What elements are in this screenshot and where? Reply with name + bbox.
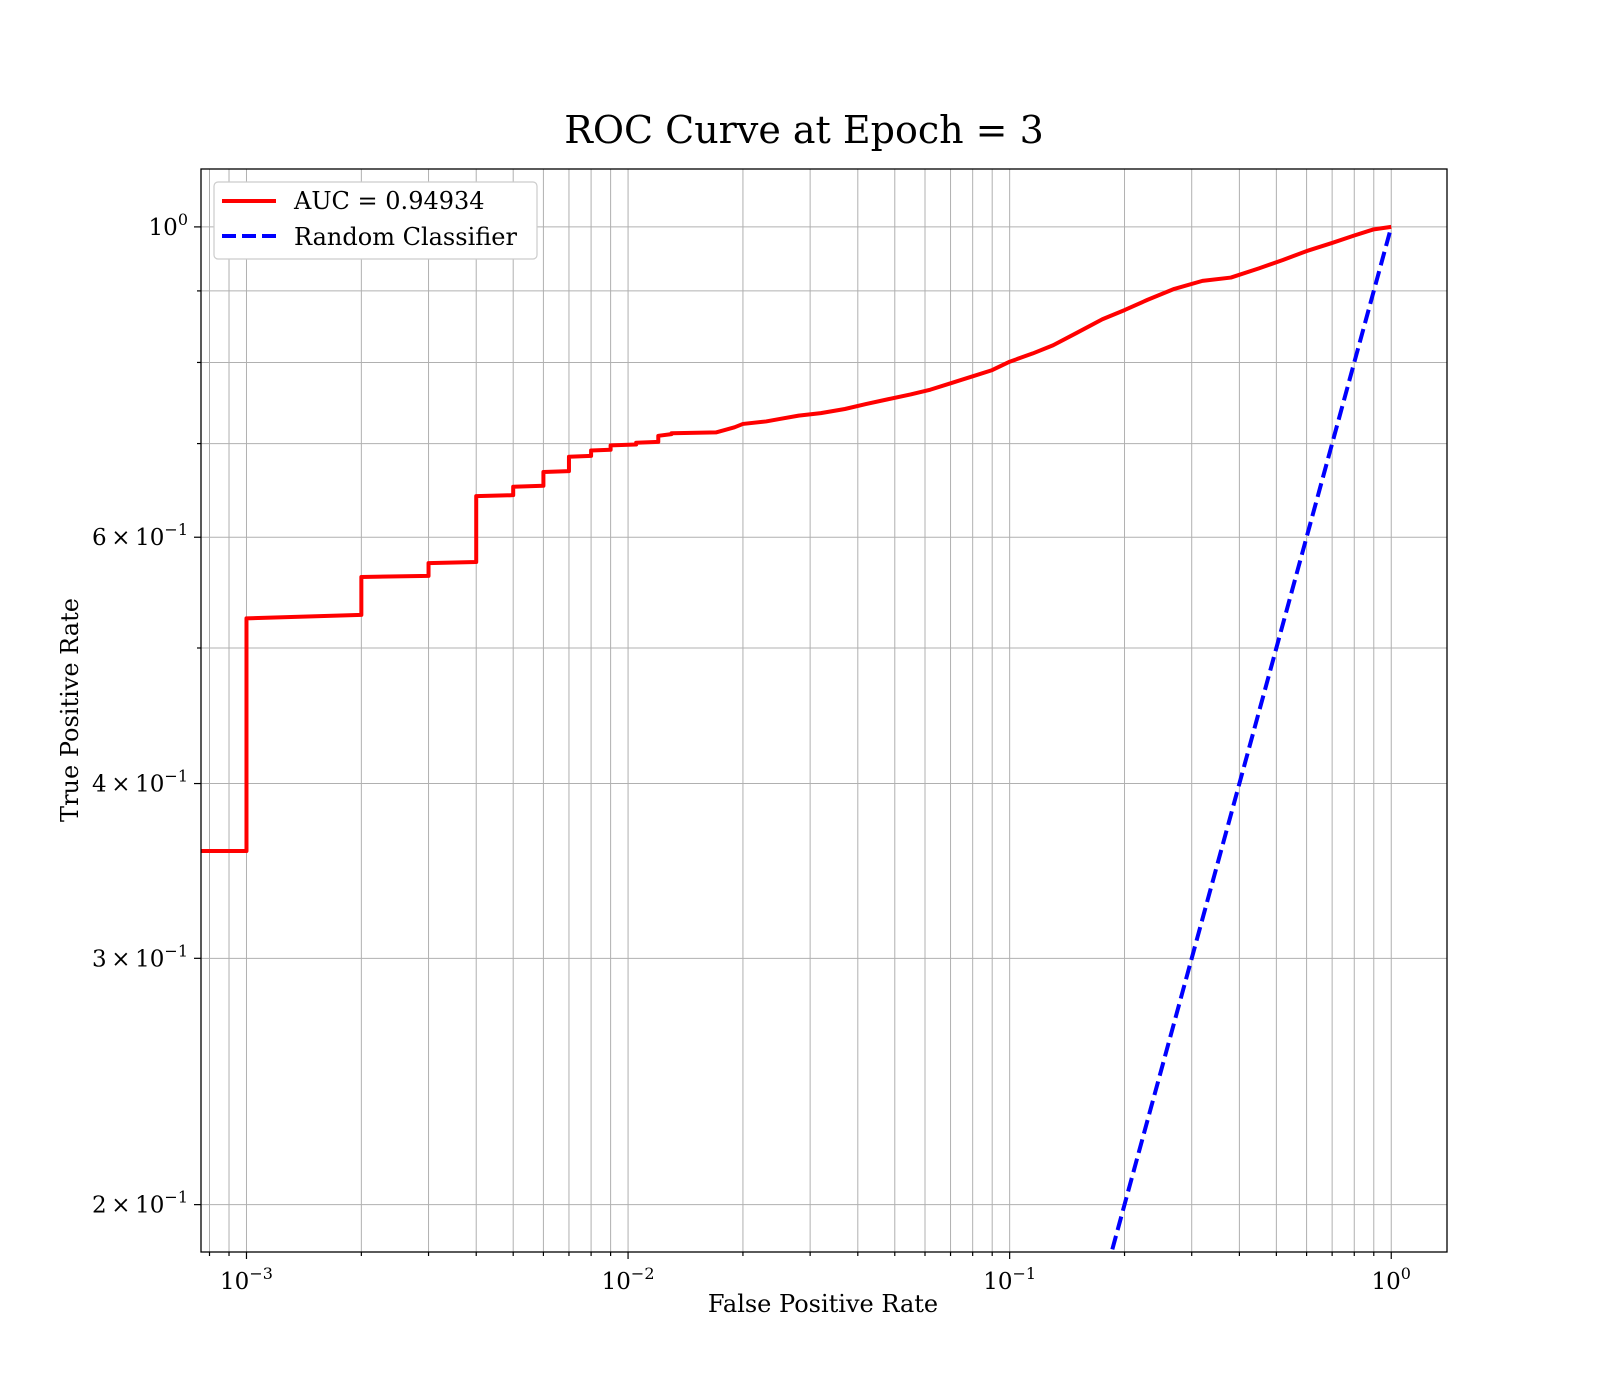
x-axis-ticks: 10−3 10−2 10−1 100 (208, 1252, 1411, 1295)
x-tick-label: 10−2 (602, 1264, 655, 1295)
roc-curve-line (201, 224, 1392, 853)
legend: AUC = 0.94934 Random Classifier (213, 181, 538, 260)
random-classifier-line (1109, 226, 1394, 1252)
legend-label-random: Random Classifier (294, 223, 517, 251)
y-tick-label: 3 × 10−1 (92, 941, 188, 972)
chart-title: ROC Curve at Epoch = 3 (564, 108, 1044, 152)
y-axis-ticks: 100 6 × 10−1 4 × 10−1 3 × 10−1 2 × 10−1 (92, 210, 201, 1219)
y-tick-label: 2 × 10−1 (92, 1188, 188, 1219)
plot-frame (200, 168, 1448, 1253)
x-axis-title: False Positive Rate (708, 1290, 938, 1318)
grid-lines (201, 169, 1447, 1252)
y-tick-label: 4 × 10−1 (92, 767, 188, 798)
legend-box (213, 181, 538, 260)
x-tick-label: 10−1 (983, 1264, 1036, 1295)
y-tick-label: 6 × 10−1 (92, 520, 188, 551)
y-axis-title: True Positive Rate (56, 598, 84, 822)
series-lines (201, 224, 1394, 1252)
legend-label-roc: AUC = 0.94934 (293, 187, 485, 215)
y-tick-label: 100 (149, 210, 188, 241)
x-tick-label: 100 (1372, 1264, 1411, 1295)
x-tick-label: 10−3 (220, 1264, 273, 1295)
